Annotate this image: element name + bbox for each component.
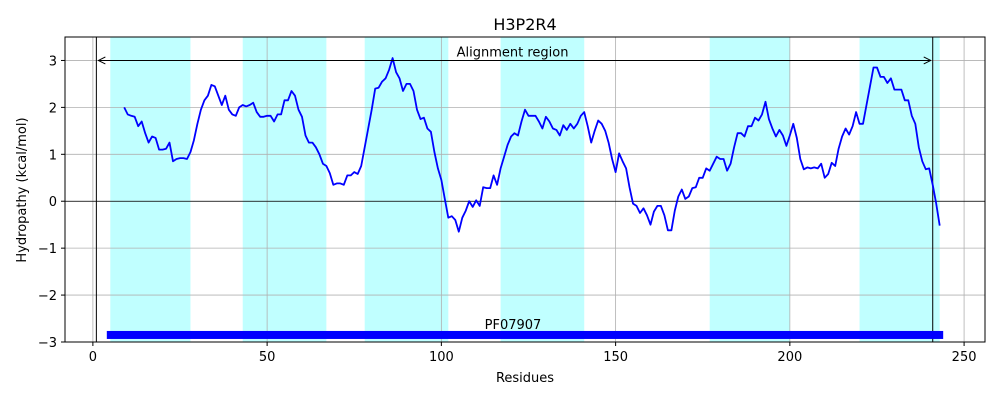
y-tick-label: −2 [38,289,57,304]
highlight-band-4 [500,37,585,342]
highlight-band-3 [364,37,449,342]
x-tick-label: 50 [259,350,276,365]
y-tick-label: 2 [49,101,57,116]
highlight-band-1 [110,37,191,342]
x-tick-label: 250 [952,350,977,365]
x-tick-label: 0 [89,350,97,365]
y-tick-label: −1 [38,242,57,257]
x-tick-label: 100 [429,350,454,365]
y-tick-label: 1 [49,148,57,163]
y-tick-label: 0 [49,195,57,210]
x-tick-label: 150 [603,350,628,365]
hydropathy-line [123,57,941,233]
highlight-band-5 [709,37,790,342]
x-axis-label: Residues [496,371,554,386]
y-tick-label: −3 [38,336,57,351]
alignment-label: Alignment region [457,45,569,60]
plot-frame [64,36,986,343]
chart-title: H3P2R4 [493,15,556,34]
highlight-band-6 [859,37,940,342]
domain-label: PF07907 [485,318,542,333]
highlight-band-2 [242,37,327,342]
domain-bar [106,330,944,339]
y-tick-label: 3 [49,54,57,69]
x-tick-label: 200 [777,350,802,365]
y-axis-label: Hydropathy (kcal/mol) [15,117,30,262]
